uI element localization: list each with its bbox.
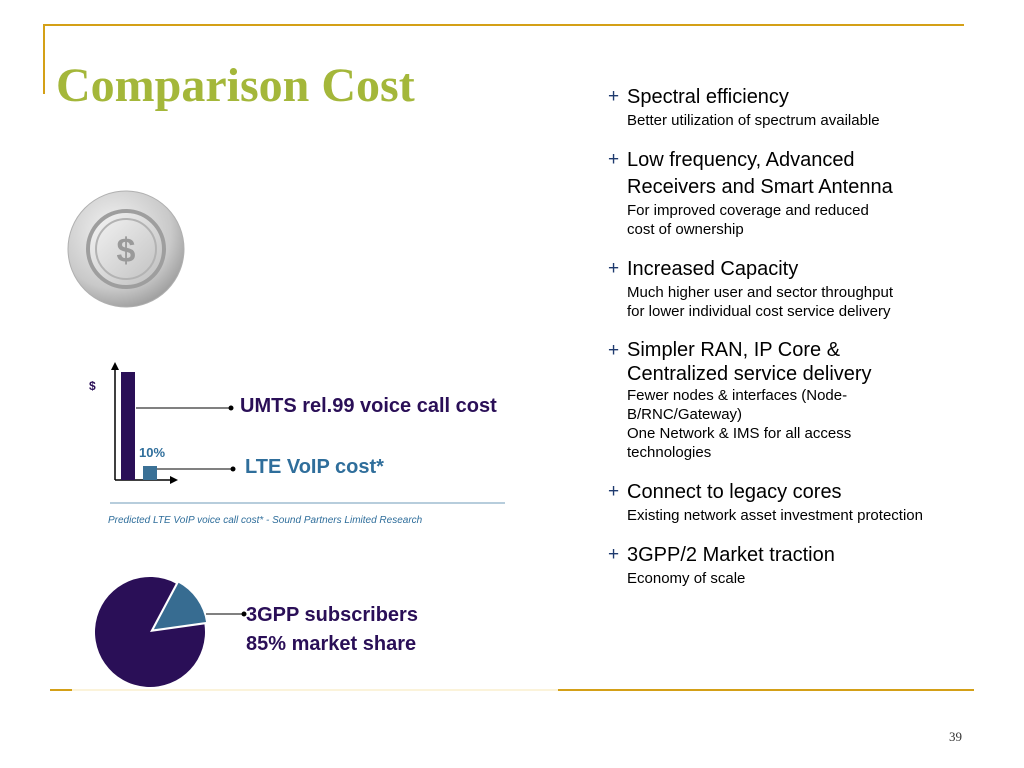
benefit-item-legacy-cores: + Connect to legacy cores Existing netwo… xyxy=(608,479,988,525)
lte-cost-bar xyxy=(143,466,157,480)
lte-cost-label: LTE VoIP cost* xyxy=(245,456,384,478)
benefit-item-increased-capacity: + Increased Capacity Much higher user an… xyxy=(608,256,988,321)
top-border-line xyxy=(43,24,964,26)
plus-icon: + xyxy=(608,258,620,279)
y-axis-arrow-icon xyxy=(111,362,119,370)
umts-connector-dot xyxy=(228,405,234,411)
benefit-item-spectral-efficiency: + Spectral efficiency Better utilization… xyxy=(608,84,988,130)
benefit-title: Connect to legacy cores xyxy=(627,481,842,503)
market-share-label: 3GPP subscribers 85% market share xyxy=(246,601,418,659)
benefit-title: 3GPP/2 Market traction xyxy=(627,544,835,566)
bottom-border-line-left xyxy=(50,689,72,691)
page-number: 39 xyxy=(949,729,962,744)
plus-icon: + xyxy=(608,86,620,107)
benefit-item-low-frequency: + Low frequency, Advanced Receivers and … xyxy=(608,147,988,239)
pie-connector xyxy=(206,611,247,617)
lte-percent-label: 10% xyxy=(139,445,166,460)
bottom-border-line-mid xyxy=(72,689,558,691)
benefit-description: Better utilization of spectrum available xyxy=(627,112,880,129)
benefit-title: Increased Capacity xyxy=(627,258,799,280)
umts-cost-bar xyxy=(121,372,135,480)
y-axis-label: $ xyxy=(89,379,96,393)
benefit-description: Existing network asset investment protec… xyxy=(627,507,923,524)
lte-connector-dot xyxy=(230,466,236,472)
benefit-description: For improved coverage and reduced cost o… xyxy=(627,202,869,238)
bottom-border-line-right xyxy=(558,689,974,691)
pie-slice-other xyxy=(151,580,208,632)
coin-symbol: $ xyxy=(117,232,136,270)
plus-icon: + xyxy=(608,481,620,502)
benefit-title: Low frequency, Advanced Receivers and Sm… xyxy=(627,149,893,198)
plus-icon: + xyxy=(608,340,620,361)
x-axis-arrow-icon xyxy=(170,476,178,484)
left-border-line xyxy=(43,24,45,94)
market-share-line2: 85% market share xyxy=(246,633,417,655)
plus-icon: + xyxy=(608,149,620,170)
benefits-list: + Spectral efficiency Better utilization… xyxy=(608,84,988,605)
benefit-item-market-traction: + 3GPP/2 Market traction Economy of scal… xyxy=(608,542,988,588)
dollar-coin-icon: $ xyxy=(67,190,185,308)
benefit-description: Fewer nodes & interfaces (Node- B/RNC/Ga… xyxy=(627,387,852,461)
cost-comparison-chart xyxy=(110,362,505,504)
benefit-description: Economy of scale xyxy=(627,570,746,587)
slide-title: Comparison Cost xyxy=(56,59,415,112)
benefit-item-simpler-ran: + Simpler RAN, IP Core & Centralized ser… xyxy=(608,338,988,462)
pie-connector-dot xyxy=(241,611,247,617)
market-share-pie xyxy=(95,577,208,687)
umts-cost-label: UMTS rel.99 voice call cost xyxy=(240,395,497,417)
pie-slice-3gpp xyxy=(95,577,205,687)
source-note: Predicted LTE VoIP voice call cost* - So… xyxy=(108,515,423,526)
benefit-title: Simpler RAN, IP Core & Centralized servi… xyxy=(627,339,872,385)
market-share-line1: 3GPP subscribers xyxy=(246,604,418,626)
benefit-title: Spectral efficiency xyxy=(627,86,789,108)
plus-icon: + xyxy=(608,544,620,565)
benefit-description: Much higher user and sector throughput f… xyxy=(627,284,893,320)
